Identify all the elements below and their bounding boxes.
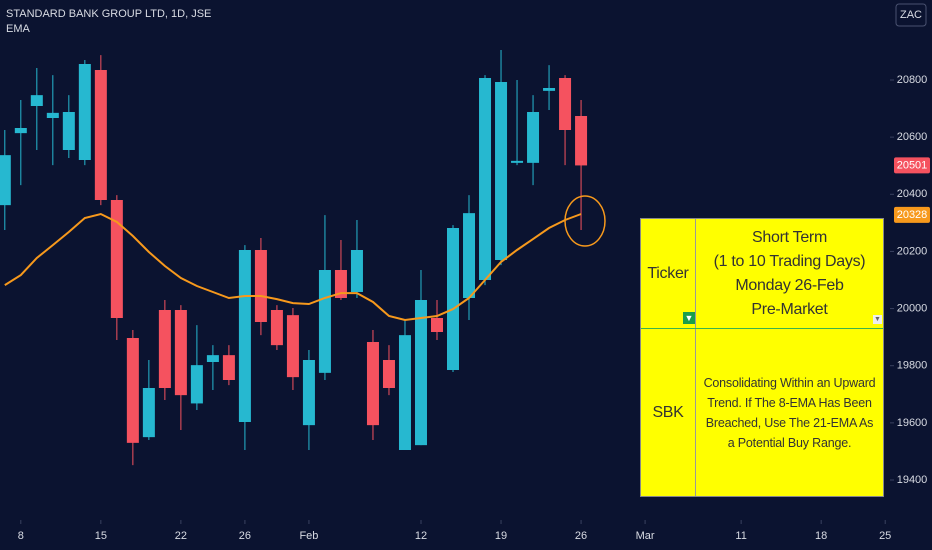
price-tag-label: 20328 [897, 209, 928, 221]
candle-body [463, 213, 476, 298]
candle-body [366, 342, 379, 426]
row-divider [641, 328, 883, 329]
annotation-circle [564, 195, 606, 247]
x-tick-label: Mar [636, 530, 655, 542]
candle-body [414, 300, 427, 446]
table-text: a Potential Buy Range. [727, 435, 852, 450]
analysis-table: Ticker Short Term (1 to 10 Trading Days) M… [640, 218, 884, 497]
candle-body [206, 355, 219, 362]
row-label: Ticker [647, 264, 689, 282]
table-cell: Consolidating Within an Upward Trend. If … [696, 329, 883, 496]
ema-line [4, 212, 582, 322]
x-tick-label: 26 [575, 530, 587, 542]
candle-body [334, 270, 347, 298]
table-text: Short Term [752, 228, 827, 246]
candle-body [222, 355, 235, 380]
candle-body [142, 388, 155, 438]
table-text: (1 to 10 Trading Days) [713, 252, 866, 270]
candle-body [126, 338, 139, 443]
y-tick-label: 20600 [897, 131, 928, 143]
table-text: Consolidating Within an Upward [703, 375, 876, 390]
y-tick-label: 19400 [897, 474, 928, 486]
table-text: Monday 26-Feb [735, 276, 844, 294]
candle-body [238, 250, 251, 422]
candle-body [302, 360, 315, 426]
price-tag [894, 157, 930, 174]
x-tick-label: 25 [879, 530, 891, 542]
y-tick-label: 20000 [897, 302, 928, 314]
x-tick-label: 18 [815, 530, 827, 542]
y-tick-label: 20200 [897, 245, 928, 257]
table-cell: Ticker [641, 219, 696, 328]
candle-body [430, 318, 443, 332]
legend-entry: EMA [6, 23, 31, 35]
y-tick-label: 19800 [897, 360, 928, 372]
candle-body [286, 315, 299, 378]
candle-body [110, 200, 123, 318]
table-text: Trend. If The 8-EMA Has Been [707, 395, 872, 410]
candle-body [318, 270, 331, 373]
x-tick-label: 12 [415, 530, 427, 542]
candle-body [398, 335, 411, 450]
row-label: SBK [652, 403, 684, 421]
x-tick-label: Feb [299, 530, 318, 542]
candle-body [254, 250, 267, 322]
price-tag-label: 20501 [897, 159, 928, 171]
x-tick-label: 22 [175, 530, 187, 542]
x-tick-label: 26 [239, 530, 251, 542]
candle-body [479, 78, 492, 280]
dropdown-icon[interactable]: ▼ [873, 315, 882, 324]
candle-body [382, 360, 395, 388]
candle-body [511, 160, 524, 163]
x-tick-label: 15 [95, 530, 107, 542]
candle-body [527, 112, 540, 163]
x-tick-label: 19 [495, 530, 507, 542]
table-cell: SBK [641, 329, 696, 496]
candle-body [78, 64, 91, 160]
candle-body [14, 128, 27, 134]
candle-body [62, 112, 75, 150]
currency-button[interactable] [895, 3, 927, 27]
candle-body [158, 310, 171, 388]
candle-body [495, 82, 508, 260]
chart-title: STANDARD BANK GROUP LTD, 1D, JSE [6, 8, 211, 20]
candle-body [270, 310, 283, 346]
candle-body [94, 70, 107, 200]
y-tick-label: 20400 [897, 188, 928, 200]
y-tick-label: 20800 [897, 74, 928, 86]
currency-label[interactable]: ZAC [900, 9, 922, 21]
candle-body [447, 228, 460, 370]
filter-icon[interactable]: ▼ [683, 312, 695, 324]
x-tick-label: 11 [735, 530, 746, 542]
candle-body [30, 95, 43, 106]
candle-body [350, 250, 363, 292]
candle-body [575, 116, 588, 166]
table-cell: Short Term (1 to 10 Trading Days) Monday 2… [696, 219, 883, 328]
candle-body [46, 112, 59, 118]
candle-body [543, 88, 556, 91]
x-tick-label: 8 [18, 530, 24, 542]
candle-body [174, 310, 187, 396]
table-text: Breached, Use The 21-EMA As [705, 415, 874, 430]
candle-body [559, 78, 572, 130]
candle-body [0, 155, 11, 206]
candle-body [190, 365, 203, 404]
y-tick-label: 19600 [897, 417, 928, 429]
table-text: Pre-Market [751, 300, 828, 318]
price-tag [894, 206, 930, 223]
